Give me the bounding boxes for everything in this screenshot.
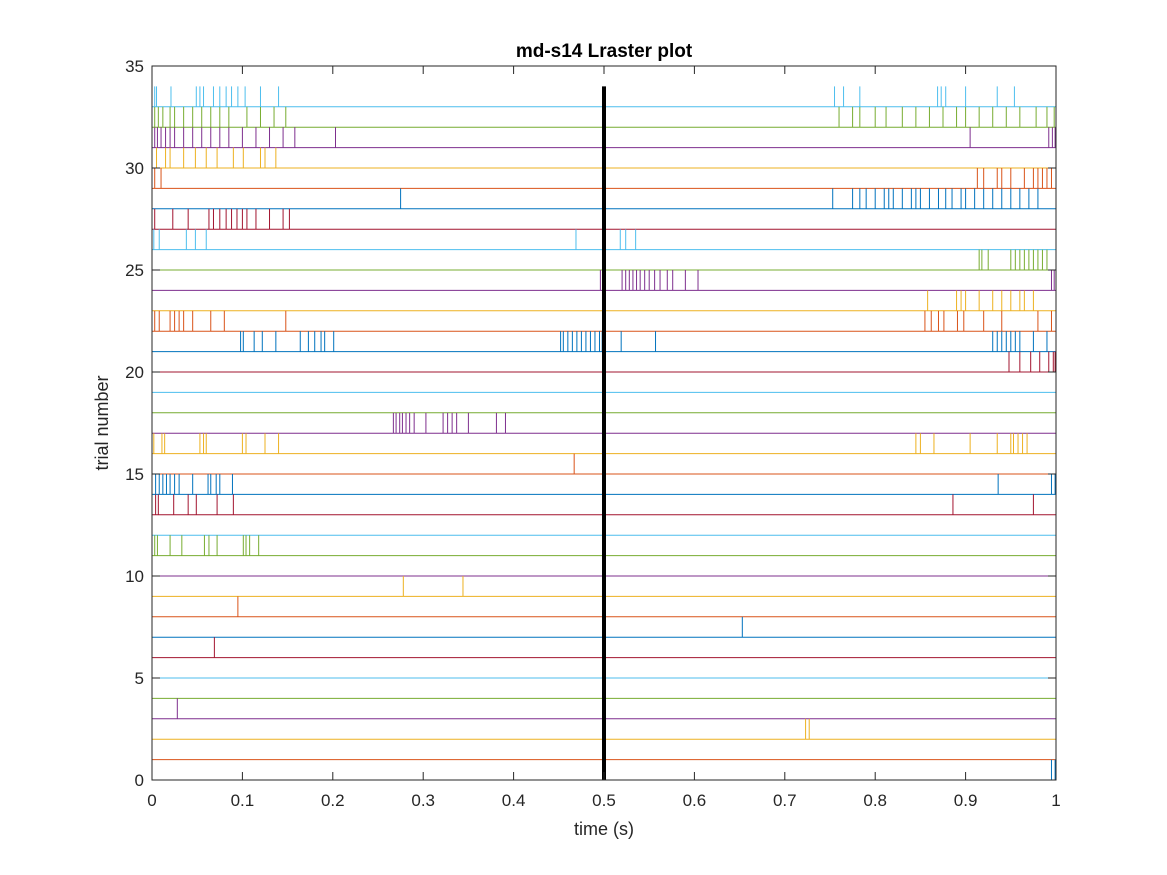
y-tick-label: 0 [135, 771, 144, 790]
y-tick-label: 30 [125, 159, 144, 178]
y-tick-label: 35 [125, 57, 144, 76]
y-axis-label: trial number [92, 375, 112, 470]
y-tick-label: 15 [125, 465, 144, 484]
x-tick-label: 1 [1051, 791, 1060, 810]
x-tick-label: 0.8 [863, 791, 887, 810]
y-tick-label: 20 [125, 363, 144, 382]
x-tick-label: 0.5 [592, 791, 616, 810]
spike-marks [153, 86, 1056, 780]
x-axis-ticks: 0 0.1 0.2 0.3 0.4 0.5 0.6 0.7 0.8 0.9 1 [147, 66, 1061, 810]
y-tick-label: 10 [125, 567, 144, 586]
x-tick-label: 0.7 [773, 791, 797, 810]
y-axis-ticks: 0 5 10 15 20 25 30 35 [125, 57, 1056, 790]
x-axis-label: time (s) [574, 819, 634, 839]
y-tick-label: 25 [125, 261, 144, 280]
x-tick-label: 0.2 [321, 791, 345, 810]
x-tick-label: 0.3 [411, 791, 435, 810]
x-tick-label: 0.9 [954, 791, 978, 810]
x-tick-label: 0.6 [683, 791, 707, 810]
x-tick-label: 0 [147, 791, 156, 810]
chart-title: md-s14 Lraster plot [516, 41, 693, 62]
x-tick-label: 0.1 [231, 791, 255, 810]
x-tick-label: 0.4 [502, 791, 526, 810]
y-tick-label: 5 [135, 669, 144, 688]
